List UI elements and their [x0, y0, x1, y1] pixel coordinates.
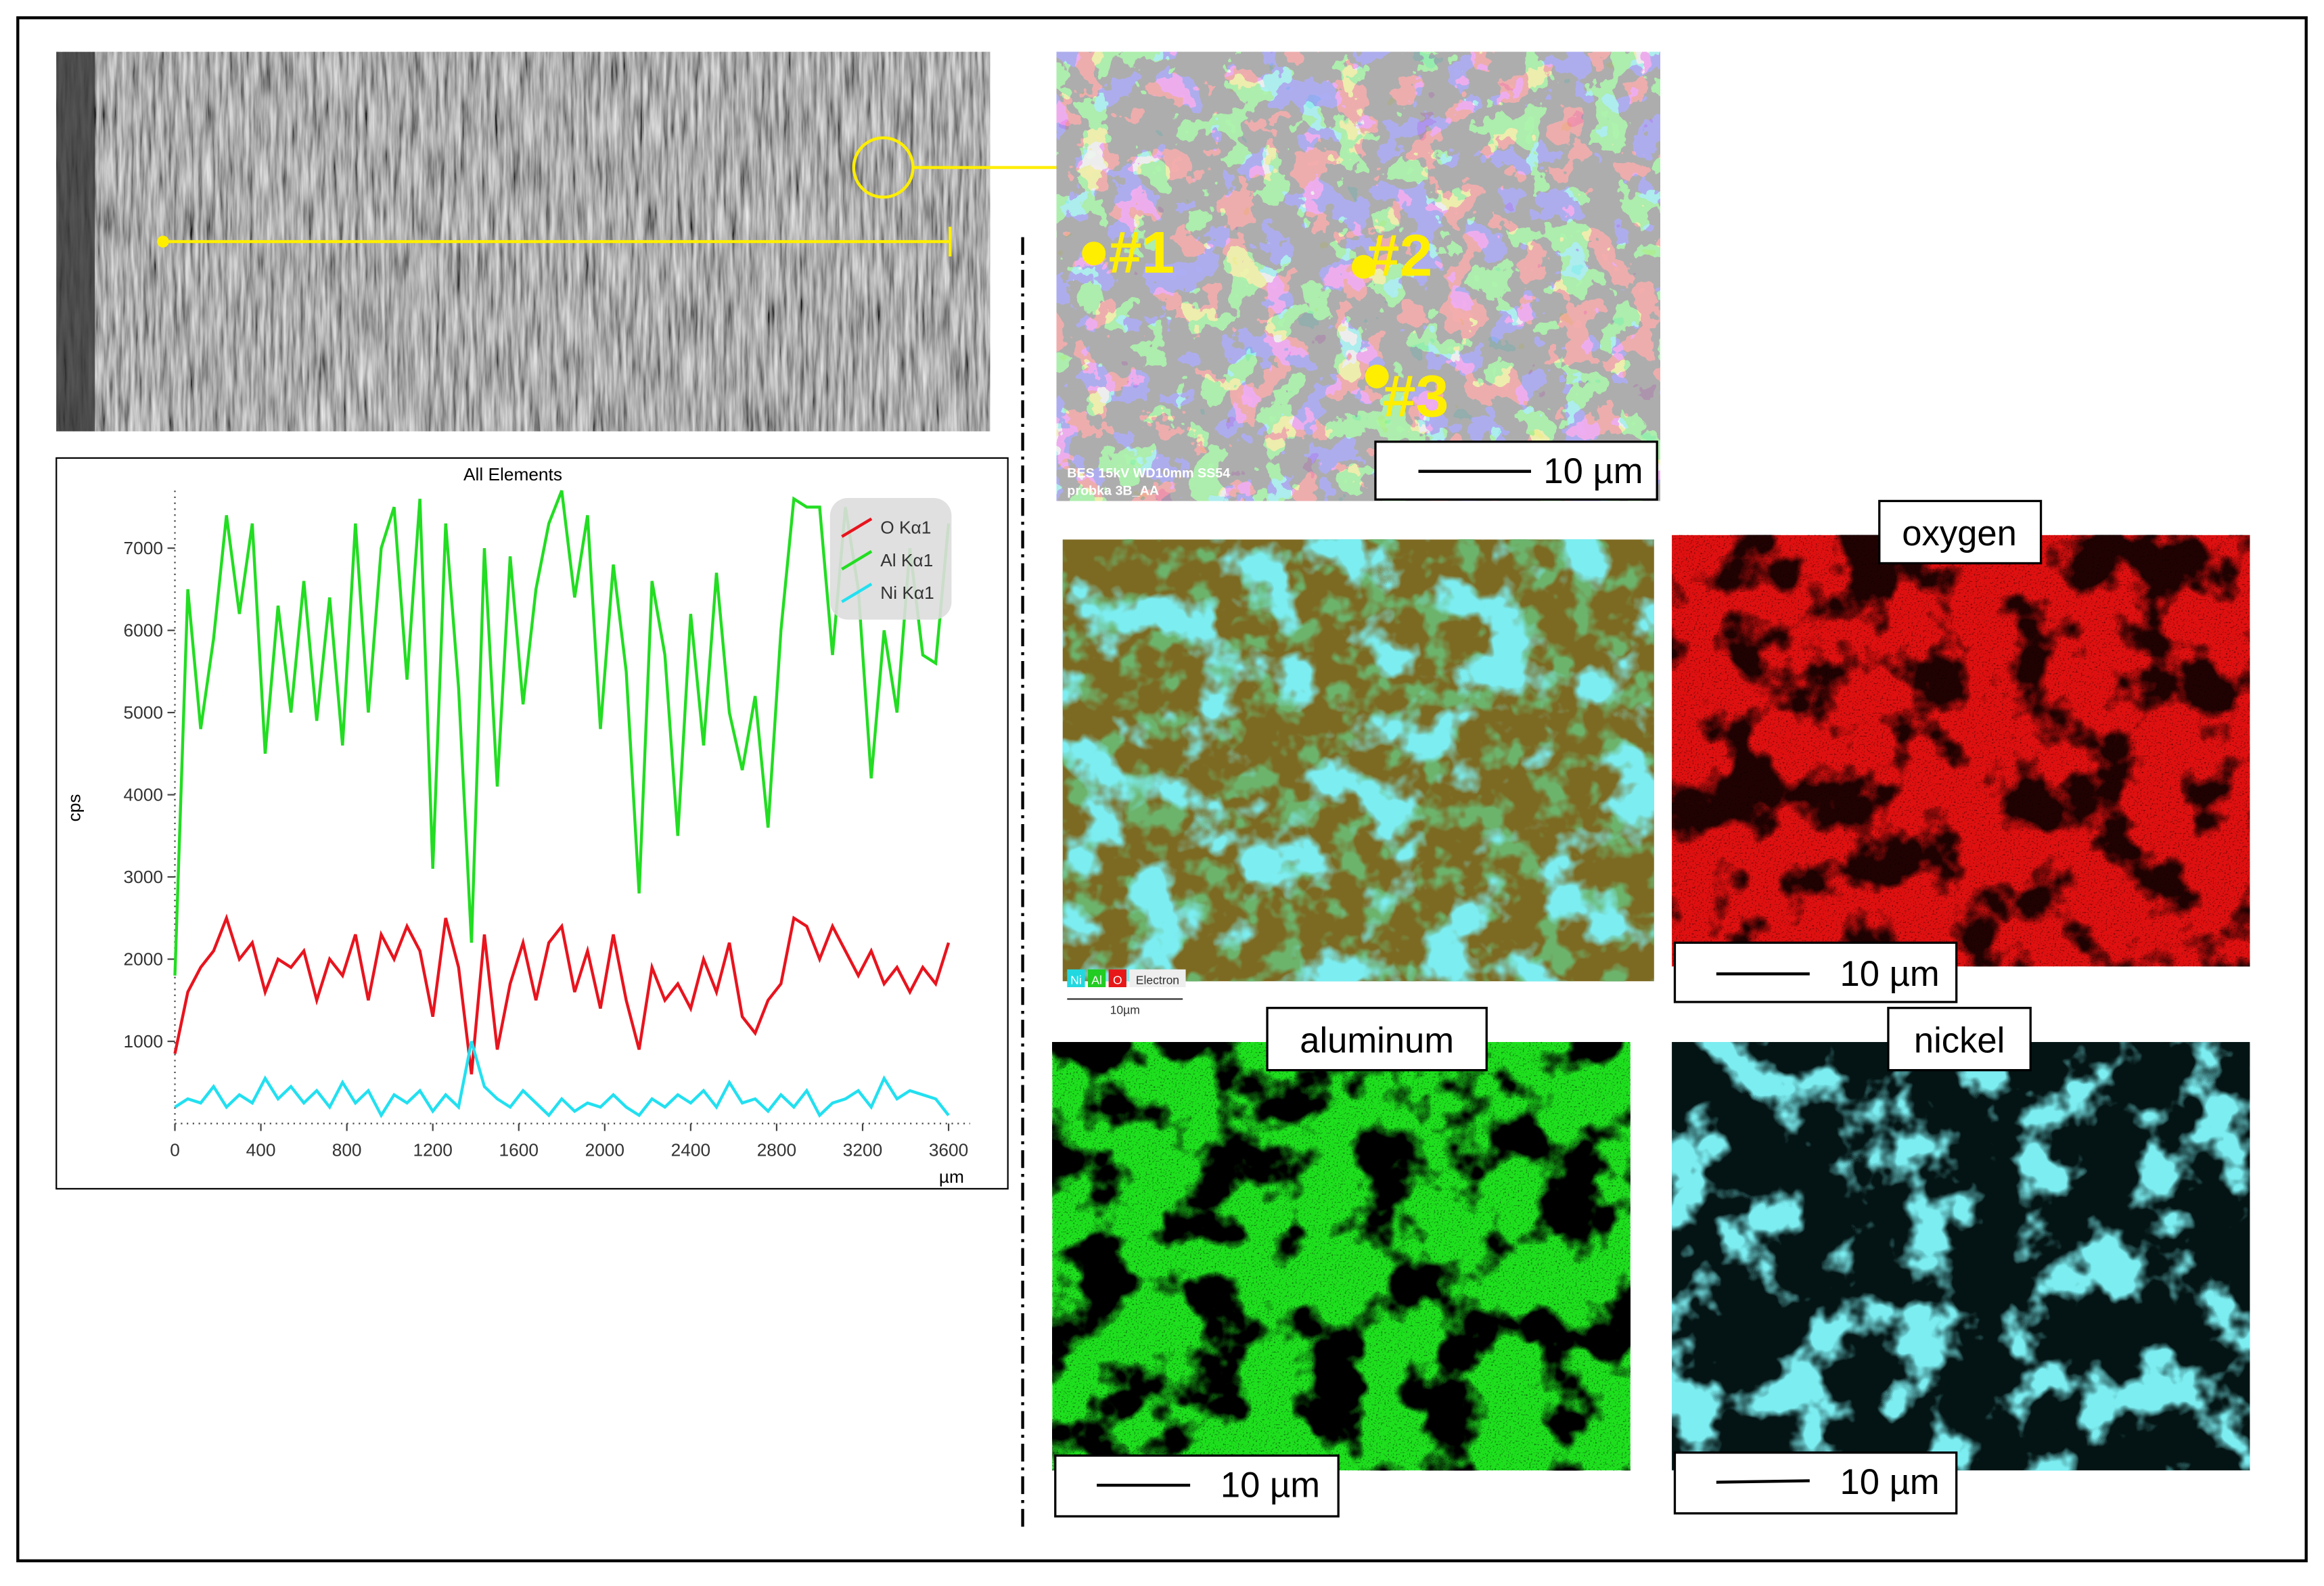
scan-start	[157, 235, 169, 248]
map-label: aluminum	[1300, 1020, 1454, 1060]
legend-swatch	[1067, 969, 1085, 987]
chart-title: All Elements	[463, 464, 562, 484]
legend-swatch	[841, 550, 873, 571]
x-tick-label: 800	[332, 1140, 362, 1160]
x-tick-label: 1200	[413, 1140, 452, 1160]
sem-info: BES 15kV WD10mm SS54	[1067, 466, 1230, 480]
label-box	[1266, 1007, 1488, 1072]
x-tick-label: 2400	[671, 1140, 710, 1160]
x-tick-label: 3200	[843, 1140, 882, 1160]
overlay-ni	[1062, 539, 1654, 982]
x-tick-label: 1600	[499, 1140, 539, 1160]
legend-swatch	[1087, 969, 1106, 987]
point-marker	[1365, 364, 1389, 388]
point-marker	[1082, 242, 1106, 266]
legend-swatch	[841, 583, 873, 604]
data-line	[173, 913, 951, 1074]
legend-label: Al Kα1	[880, 550, 933, 570]
map-ni	[1672, 1042, 2250, 1471]
scale-label: 10 µm	[1840, 954, 1940, 994]
outer-frame	[16, 16, 2308, 1562]
legend-text: Ni	[1070, 974, 1082, 987]
sem-edge	[56, 51, 95, 432]
y-tick-label: 6000	[124, 620, 163, 640]
map-legend: Ni Al O Electron 10µm	[1067, 969, 1186, 1016]
point-label: #1	[1109, 219, 1175, 286]
x-tick-label: 3600	[929, 1140, 968, 1160]
label-box	[1887, 1007, 2032, 1072]
map-scale-label: 10µm	[1110, 1003, 1140, 1016]
label-box	[1878, 499, 2043, 565]
sem-sample: probka 3B_AA	[1067, 484, 1159, 499]
scale-label: 10 µm	[1840, 1462, 1940, 1502]
map-label: oxygen	[1902, 514, 2017, 553]
point-marker	[1351, 254, 1375, 279]
y-tick-label: 7000	[124, 538, 163, 558]
legend-swatch	[1129, 969, 1186, 987]
legend-text: Electron	[1136, 974, 1179, 987]
legend-swatch	[1108, 969, 1126, 987]
map-dark	[1052, 1042, 1631, 1471]
y-tick-label: 4000	[124, 784, 163, 805]
legend-text: O	[1113, 974, 1122, 987]
point-label: #3	[1383, 363, 1449, 430]
data-line	[174, 1041, 950, 1118]
legend-text: Al	[1091, 974, 1102, 987]
legend-swatch	[841, 517, 873, 538]
legend-label: Ni Kα1	[880, 583, 934, 603]
scale-label: 10 µm	[1543, 451, 1643, 491]
scale-bar	[1716, 1479, 1810, 1484]
scale-label: 10 µm	[1221, 1466, 1320, 1505]
y-axis-label: cps	[64, 794, 84, 821]
plot: 1000 2000 3000 4000 5000 6000 7000 0 400 800 1200 1…	[124, 490, 970, 1160]
point-label: #2	[1367, 222, 1432, 288]
x-tick-label: 400	[246, 1140, 276, 1160]
data-line	[173, 490, 951, 976]
y-tick-label: 1000	[124, 1031, 163, 1051]
x-tick-label: 2800	[757, 1140, 796, 1160]
x-axis-label: µm	[939, 1166, 964, 1187]
map-dark	[1672, 535, 2250, 967]
y-tick-label: 5000	[124, 702, 163, 723]
x-tick-label: 0	[170, 1140, 180, 1160]
y-tick-label: 3000	[124, 867, 163, 887]
legend-label: O Kα1	[880, 518, 931, 538]
x-tick-label: 2000	[585, 1140, 624, 1160]
map-label: nickel	[1914, 1020, 2005, 1060]
y-tick-label: 2000	[124, 949, 163, 969]
